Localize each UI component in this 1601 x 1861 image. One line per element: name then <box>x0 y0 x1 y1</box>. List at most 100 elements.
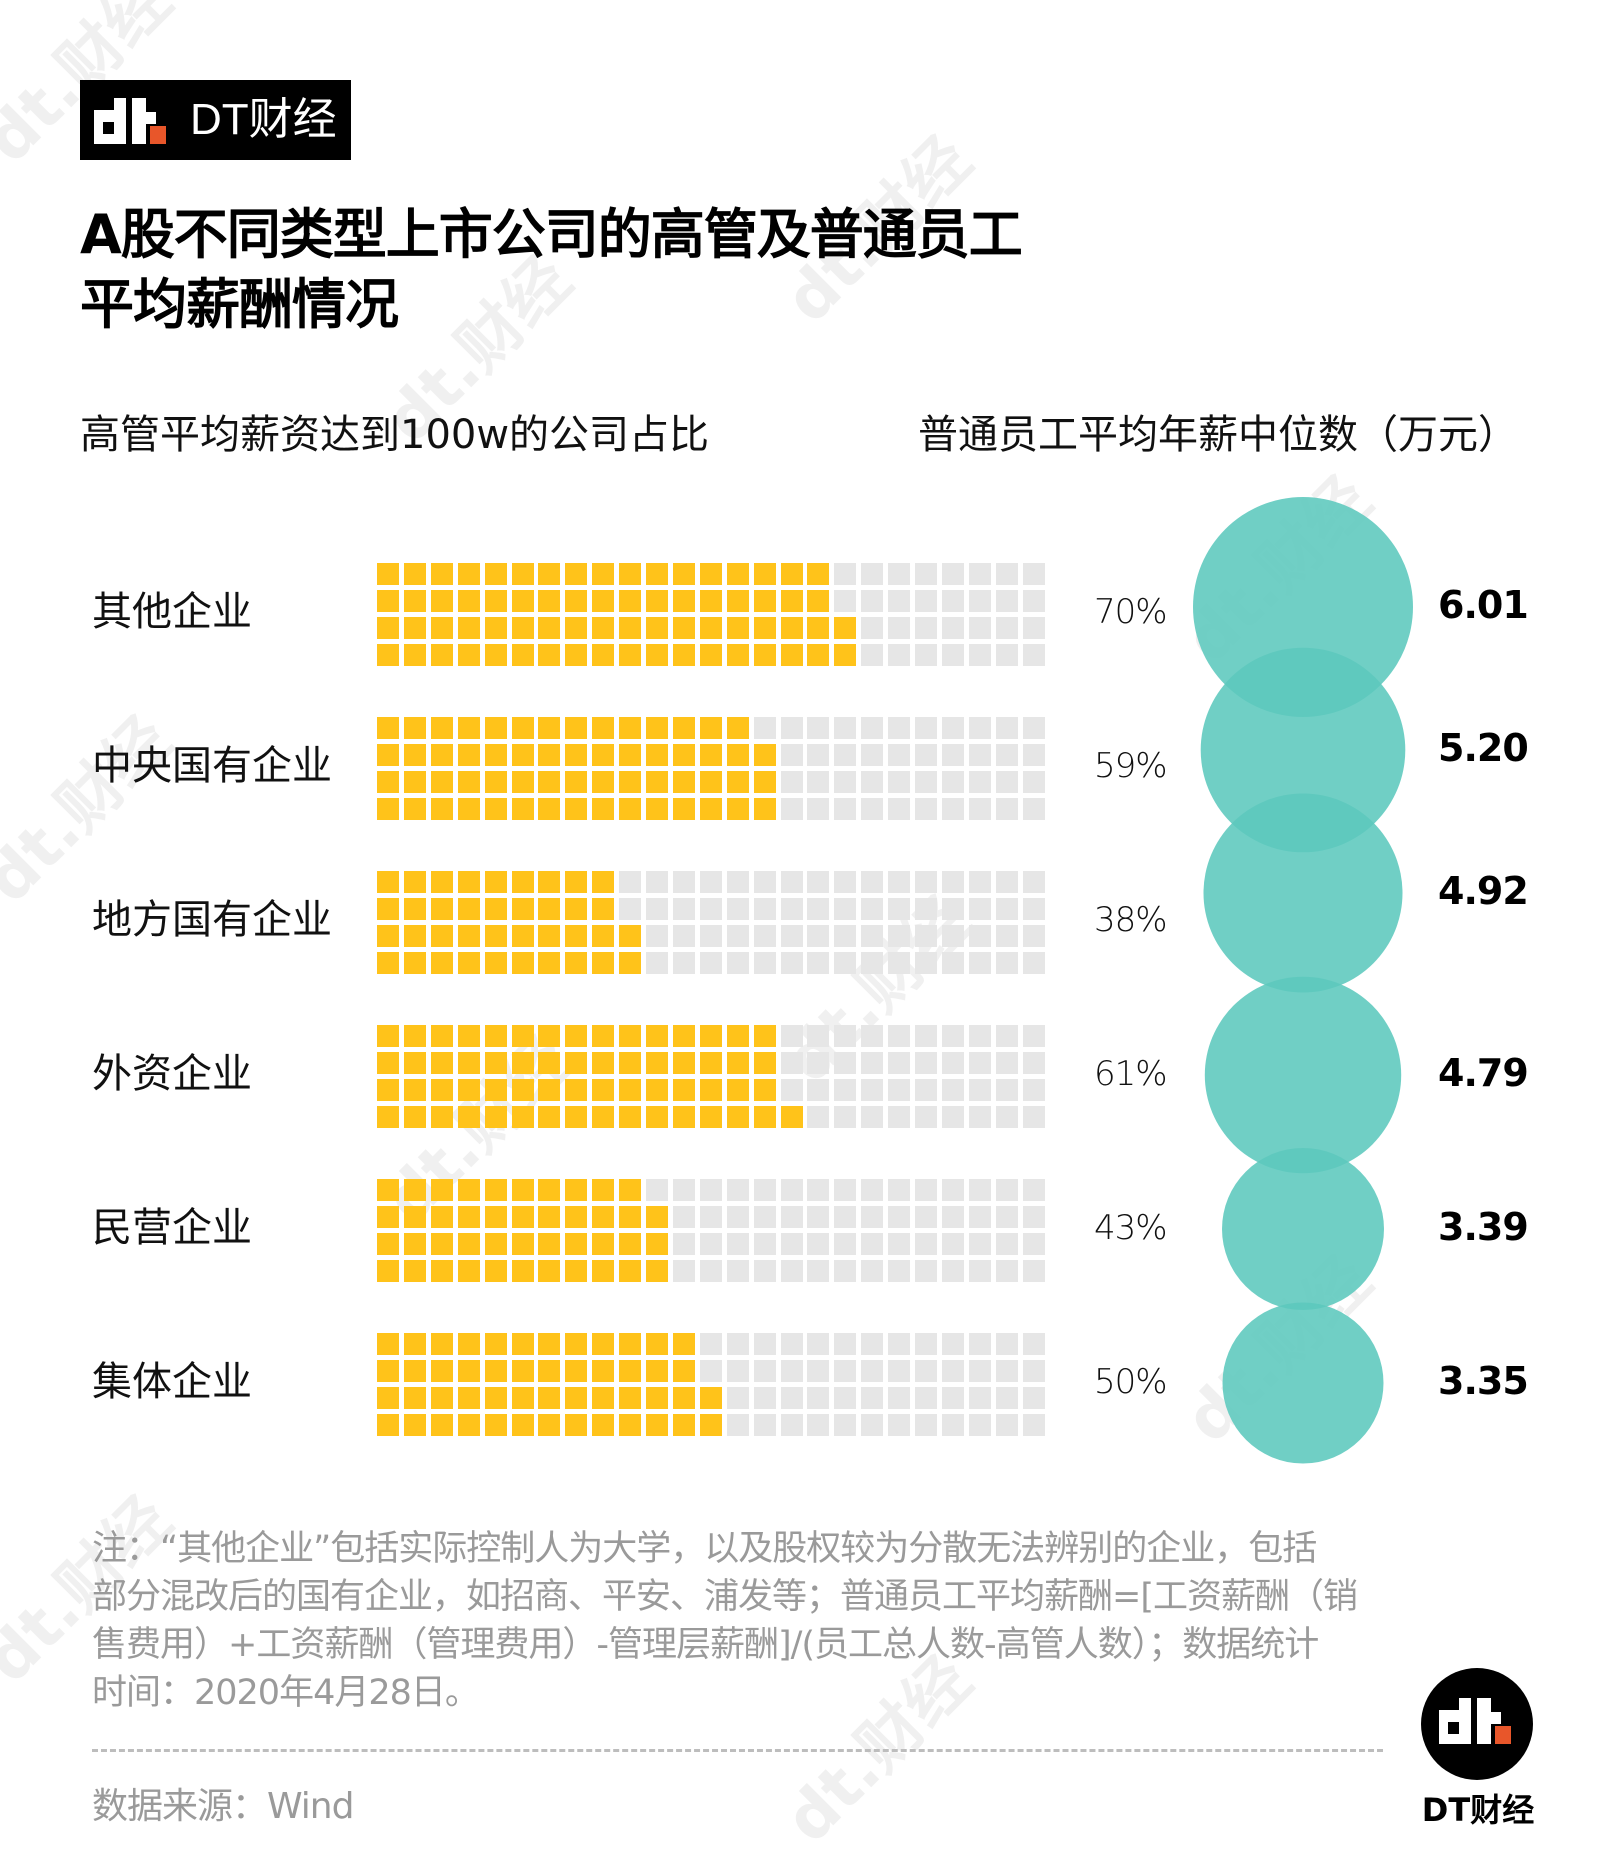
waffle-cell-filled <box>699 1078 722 1101</box>
waffle-cell-filled <box>430 589 453 612</box>
waffle-cell-empty <box>995 1413 1018 1436</box>
waffle-cell-empty <box>915 871 937 893</box>
waffle-cell-empty <box>861 743 884 766</box>
waffle-cell-filled <box>672 1359 695 1382</box>
waffle-cell-filled <box>377 797 399 820</box>
waffle-cell-filled <box>430 1105 453 1128</box>
waffle-cell-empty <box>619 897 642 920</box>
waffle-cell-filled <box>699 643 722 666</box>
waffle-cell-empty <box>672 1259 695 1282</box>
waffle-cell-filled <box>403 797 426 820</box>
waffle-cell-empty <box>968 1051 991 1074</box>
waffle-cell-filled <box>484 770 507 793</box>
waffle-cell-empty <box>915 717 937 739</box>
waffle-cell-empty <box>807 924 830 947</box>
waffle-cell-empty <box>995 1179 1018 1201</box>
waffle-cell-empty <box>672 1232 695 1255</box>
waffle-cell-empty <box>807 897 830 920</box>
waffle-cell-filled <box>457 743 480 766</box>
waffle-cell-filled <box>699 1105 722 1128</box>
waffle-cell-empty <box>807 1205 830 1228</box>
waffle-cell-empty <box>968 770 991 793</box>
waffle-cell-filled <box>726 643 749 666</box>
waffle-cell-filled <box>753 589 776 612</box>
waffle-cell-filled <box>403 616 426 639</box>
waffle-cell-filled <box>726 770 749 793</box>
waffle-cell-empty <box>807 1232 830 1255</box>
waffle-cell-empty <box>968 717 991 739</box>
waffle-cell-empty <box>1022 1205 1045 1228</box>
waffle-cell-empty <box>1022 871 1045 893</box>
waffle-cell-filled <box>538 1232 561 1255</box>
waffle-cell-filled <box>565 1025 588 1047</box>
waffle-cell-empty <box>807 1105 830 1128</box>
waffle-cell-empty <box>726 871 749 893</box>
waffle-cell-filled <box>484 797 507 820</box>
waffle-cell-empty <box>915 743 937 766</box>
waffle-cell-empty <box>753 897 776 920</box>
waffle-cell-filled <box>619 1179 642 1201</box>
waffle-cell-filled <box>646 797 668 820</box>
category-label: 中央国有企业 <box>92 743 332 790</box>
waffle-cell-filled <box>672 797 695 820</box>
waffle-cell-filled <box>511 717 534 739</box>
waffle-cell-empty <box>861 1386 884 1409</box>
waffle-cell-empty <box>780 1078 803 1101</box>
waffle-cell-filled <box>592 1333 615 1355</box>
waffle-subtitle: 高管平均薪资达到100w的公司占比 <box>80 412 710 458</box>
waffle-cell-filled <box>646 717 668 739</box>
waffle-cell-filled <box>619 1078 642 1101</box>
waffle-cell-filled <box>430 743 453 766</box>
waffle-cell-empty <box>834 951 857 974</box>
waffle-cell-empty <box>968 1386 991 1409</box>
waffle-cell-filled <box>457 770 480 793</box>
waffle-cell-filled <box>592 1359 615 1382</box>
waffle-cell-empty <box>968 797 991 820</box>
waffle-cell-empty <box>995 1359 1018 1382</box>
waffle-cell-filled <box>430 1078 453 1101</box>
waffle-cell-empty <box>968 589 991 612</box>
waffle-cell-filled <box>726 797 749 820</box>
waffle-cell-empty <box>726 1232 749 1255</box>
waffle-cell-filled <box>484 563 507 585</box>
waffle-cell-empty <box>1022 1386 1045 1409</box>
waffle-cell-filled <box>511 589 534 612</box>
waffle-cell-filled <box>377 1205 399 1228</box>
waffle-cell-filled <box>619 951 642 974</box>
waffle-cell-filled <box>646 743 668 766</box>
waffle-cell-filled <box>619 1359 642 1382</box>
waffle-cell-filled <box>538 1359 561 1382</box>
waffle-cell-filled <box>780 563 803 585</box>
waffle-cell-empty <box>995 743 1018 766</box>
waffle-cell-empty <box>968 897 991 920</box>
waffle-cell-filled <box>484 1386 507 1409</box>
waffle-cell-empty <box>941 1205 964 1228</box>
waffle-cell-filled <box>726 717 749 739</box>
waffle-cell-filled <box>377 1078 399 1101</box>
waffle-cell-empty <box>888 563 911 585</box>
waffle-cell-empty <box>672 871 695 893</box>
percent-label: 70% <box>1094 592 1168 633</box>
waffle-cell-filled <box>753 1051 776 1074</box>
waffle-cell-empty <box>968 1105 991 1128</box>
waffle-cell-filled <box>403 717 426 739</box>
waffle-cell-filled <box>484 1359 507 1382</box>
waffle-cell-empty <box>834 1259 857 1282</box>
waffle-cell-filled <box>753 1105 776 1128</box>
waffle-cell-empty <box>941 1232 964 1255</box>
waffle-cell-empty <box>753 1259 776 1282</box>
waffle-cell-filled <box>457 589 480 612</box>
waffle-cell-empty <box>1022 1232 1045 1255</box>
salary-value: 3.35 <box>1438 1359 1529 1403</box>
waffle-cell-filled <box>430 924 453 947</box>
waffle-cell-filled <box>592 951 615 974</box>
waffle-cell-empty <box>915 1232 937 1255</box>
waffle-cell-filled <box>484 643 507 666</box>
waffle-cell-empty <box>699 1333 722 1355</box>
waffle-cell-empty <box>834 924 857 947</box>
waffle-cell-filled <box>565 1232 588 1255</box>
waffle-cell-filled <box>430 871 453 893</box>
waffle-cell-empty <box>941 1179 964 1201</box>
footnote-line: 部分混改后的国有企业，如招商、平安、浦发等；普通员工平均薪酬=[工资薪酬（销 <box>92 1577 1358 1617</box>
waffle-cell-filled <box>511 1333 534 1355</box>
